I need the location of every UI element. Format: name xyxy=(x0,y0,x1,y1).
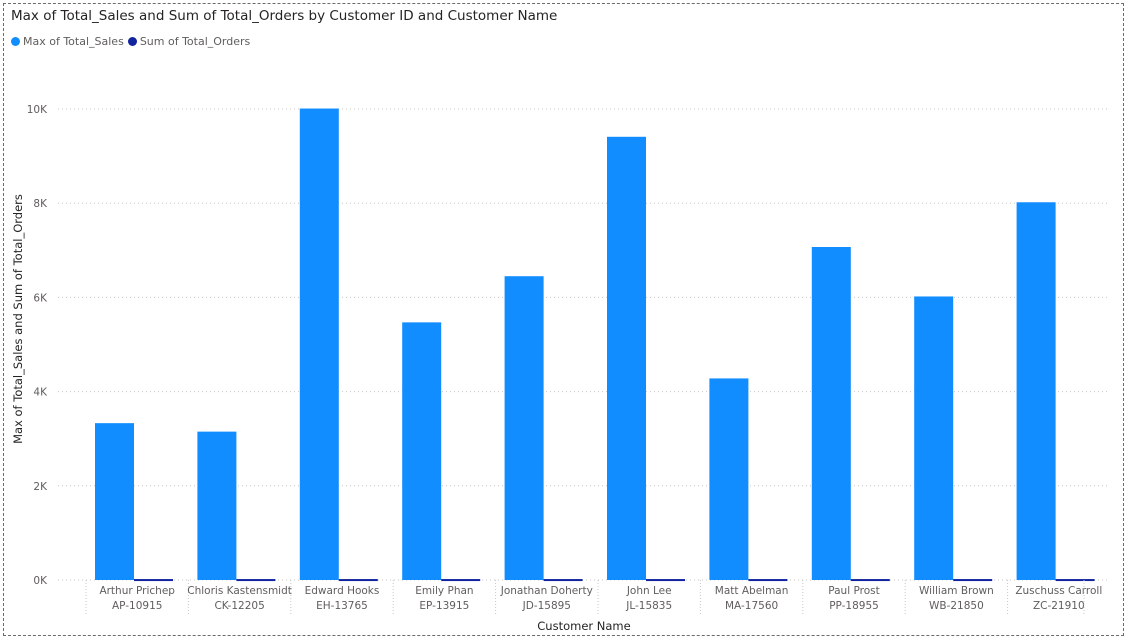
bar-total-orders[interactable] xyxy=(748,579,788,582)
bar-total-sales[interactable] xyxy=(811,247,851,581)
x-tick-label-id: JL-15835 xyxy=(625,600,672,612)
bar-total-sales[interactable] xyxy=(607,136,646,580)
x-tick-label-id: WB-21850 xyxy=(929,600,984,612)
y-axis-ticks: 0K 2K 4K 6K 8K 10K xyxy=(27,104,48,587)
y-tick-label: 2K xyxy=(33,481,48,493)
bar-total-orders[interactable] xyxy=(134,579,173,582)
bar-total-orders[interactable] xyxy=(543,579,583,582)
bar-total-sales[interactable] xyxy=(1016,202,1056,580)
bar-total-orders[interactable] xyxy=(338,579,378,582)
bar-total-orders[interactable] xyxy=(1055,579,1095,582)
legend-item-total-orders[interactable]: Sum of Total_Orders xyxy=(127,35,251,48)
bar-total-sales[interactable] xyxy=(504,276,544,580)
x-tick-label-id: EH-13765 xyxy=(316,600,368,612)
legend-label-total-sales: Max of Total_Sales xyxy=(23,35,124,48)
y-tick-label: 0K xyxy=(33,575,48,587)
x-tick-label-id: PP-18955 xyxy=(829,600,879,612)
bar-total-orders[interactable] xyxy=(441,579,481,582)
y-tick-label: 4K xyxy=(33,387,48,399)
x-tick-label-name: Zuschuss Carroll xyxy=(1015,585,1102,597)
visual-frame xyxy=(3,3,1124,636)
x-tick-label-name: Arthur Prichep xyxy=(99,585,175,597)
bar-total-sales[interactable] xyxy=(299,108,339,581)
bar-total-sales[interactable] xyxy=(95,423,134,580)
bar-total-sales[interactable] xyxy=(709,378,749,580)
bar-total-sales[interactable] xyxy=(914,296,954,580)
x-tick-label-id: CK-12205 xyxy=(214,600,264,612)
bar-total-orders[interactable] xyxy=(646,579,685,582)
bar-total-orders[interactable] xyxy=(236,579,276,582)
bar-total-sales[interactable] xyxy=(402,322,442,580)
bars xyxy=(95,108,1095,582)
y-axis-title: Max of Total_Sales and Sum of Total_Orde… xyxy=(11,194,25,444)
legend-item-total-sales[interactable]: Max of Total_Sales xyxy=(11,35,124,48)
x-tick-label-name: Emily Phan xyxy=(415,585,473,597)
x-tick-label-name: Jonathan Doherty xyxy=(500,585,593,597)
x-tick-label-name: William Brown xyxy=(919,585,994,597)
x-tick-label-id: ZC-21910 xyxy=(1033,600,1085,612)
x-tick-label-name: John Lee xyxy=(626,585,672,597)
bar-total-sales[interactable] xyxy=(197,431,237,580)
bar-total-orders[interactable] xyxy=(850,579,890,582)
legend: Max of Total_Sales Sum of Total_Orders xyxy=(11,35,254,48)
y-tick-label: 10K xyxy=(27,104,48,116)
legend-label-total-orders: Sum of Total_Orders xyxy=(139,35,251,48)
x-axis-title: Customer Name xyxy=(537,619,630,633)
x-tick-label-name: Paul Prost xyxy=(828,585,879,597)
x-tick-label-name: Matt Abelman xyxy=(715,585,789,597)
y-tick-label: 6K xyxy=(33,292,48,304)
legend-marker-total-sales xyxy=(11,37,20,46)
x-tick-label-id: JD-15895 xyxy=(522,600,571,612)
x-tick-label-id: MA-17560 xyxy=(725,600,778,612)
x-tick-label-name: Chloris Kastensmidt xyxy=(187,585,292,597)
x-axis-ticks: Arthur Prichep AP-10915 Chloris Kastensmid… xyxy=(85,580,1102,614)
y-tick-label: 8K xyxy=(33,198,48,210)
x-tick-label-name: Edward Hooks xyxy=(305,585,380,597)
x-tick-label-id: AP-10915 xyxy=(112,600,162,612)
bar-total-orders[interactable] xyxy=(953,579,993,582)
legend-marker-total-orders xyxy=(127,37,137,46)
x-tick-label-id: EP-13915 xyxy=(419,600,469,612)
chart-title: Max of Total_Sales and Sum of Total_Orde… xyxy=(11,8,558,24)
